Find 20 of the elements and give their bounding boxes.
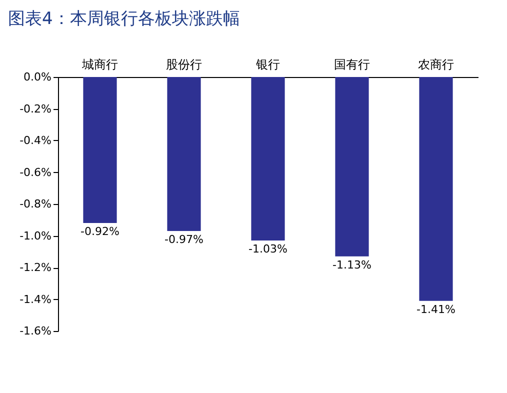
y-tick-label: -1.6% (20, 324, 52, 338)
y-tick-label: -0.6% (20, 166, 52, 179)
data-label: -0.92% (80, 225, 120, 238)
y-tick-label: -0.8% (20, 198, 52, 210)
x-tick-label: 银行 (255, 58, 280, 72)
y-tick-label: -1.2% (20, 261, 52, 274)
data-label: -1.03% (248, 242, 288, 256)
y-tick-label: -1.0% (20, 229, 52, 242)
chart-title: 图表4：本周银行各板块涨跌幅 (8, 9, 240, 29)
data-label: -1.41% (416, 302, 456, 316)
y-tick-label: -1.4% (20, 292, 52, 306)
x-tick-label: 农商行 (418, 58, 454, 72)
x-tick-label: 国有行 (334, 58, 370, 72)
y-tick-label: -0.4% (20, 134, 52, 147)
data-label: -0.97% (164, 232, 204, 246)
data-label: -1.13% (332, 258, 372, 272)
y-tick-label: -0.2% (20, 102, 52, 116)
y-tick-label: 0.0% (24, 70, 52, 84)
x-tick-label: 城商行 (81, 58, 118, 72)
x-tick-label: 股份行 (166, 58, 202, 72)
